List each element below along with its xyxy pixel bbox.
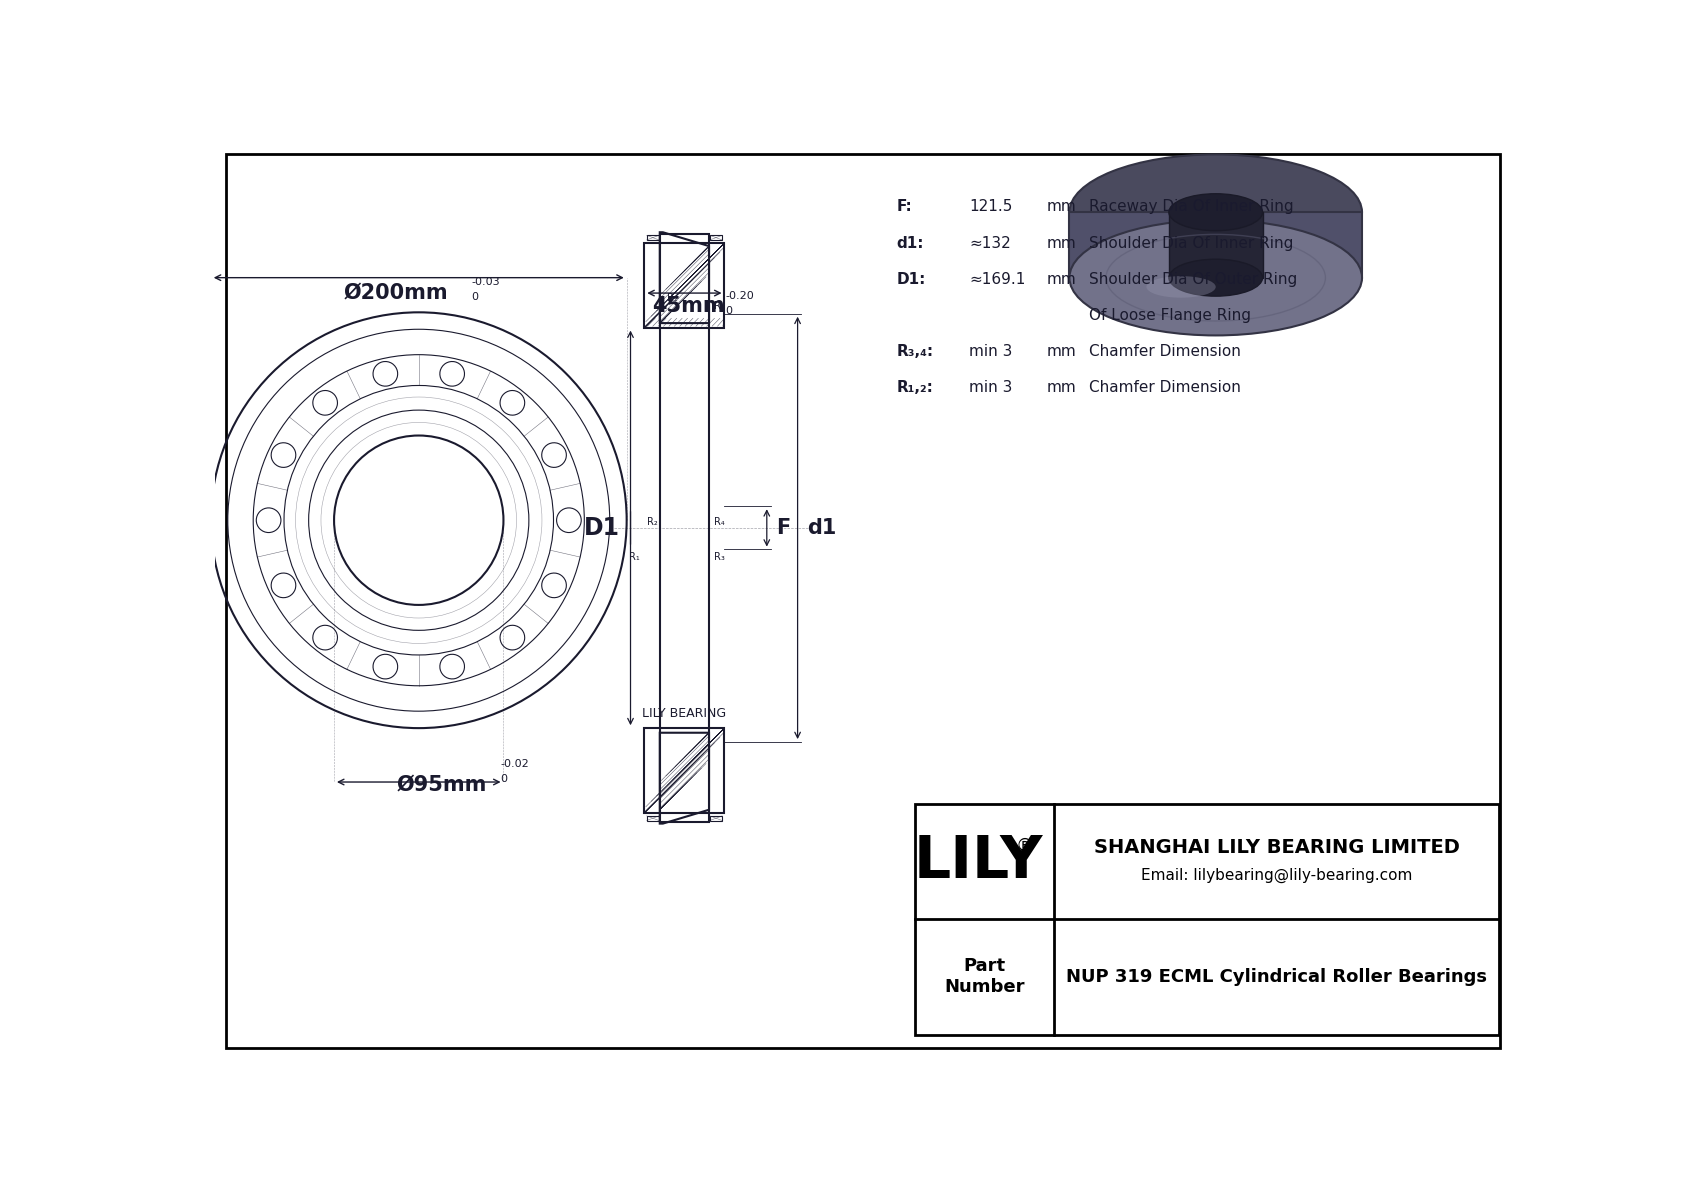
Text: R₂: R₂ — [647, 517, 658, 526]
Text: ®: ® — [1015, 837, 1034, 855]
Polygon shape — [1069, 212, 1362, 278]
Text: Email: lilybearing@lily-bearing.com: Email: lilybearing@lily-bearing.com — [1140, 867, 1413, 883]
Text: mm: mm — [1046, 236, 1076, 250]
Text: mm: mm — [1046, 380, 1076, 395]
Text: R₃: R₃ — [714, 553, 726, 562]
Text: LILY: LILY — [914, 833, 1042, 890]
Text: min 3: min 3 — [970, 380, 1012, 395]
Text: R₁: R₁ — [714, 301, 726, 311]
Text: R₁,₂:: R₁,₂: — [896, 380, 933, 395]
Text: LILY BEARING: LILY BEARING — [642, 706, 726, 719]
Text: R₂: R₂ — [667, 293, 679, 304]
Text: ≈132: ≈132 — [970, 236, 1010, 250]
Text: F: F — [776, 518, 790, 538]
Text: R₄: R₄ — [714, 517, 726, 526]
Ellipse shape — [1147, 276, 1216, 298]
Text: Raceway Dia Of Inner Ring: Raceway Dia Of Inner Ring — [1088, 199, 1293, 214]
Bar — [645, 728, 724, 812]
Text: d1: d1 — [807, 518, 837, 538]
Text: mm: mm — [1046, 344, 1076, 360]
Text: R₃,₄:: R₃,₄: — [896, 344, 933, 360]
Text: D1: D1 — [584, 516, 620, 540]
Text: Ø95mm: Ø95mm — [397, 774, 487, 794]
Bar — [647, 816, 658, 821]
Ellipse shape — [1169, 260, 1263, 297]
Text: -0.03: -0.03 — [472, 278, 500, 287]
Text: d1:: d1: — [896, 236, 923, 250]
Text: 0: 0 — [726, 306, 733, 316]
Text: mm: mm — [1046, 199, 1076, 214]
Text: Chamfer Dimension: Chamfer Dimension — [1088, 344, 1241, 360]
Text: 0: 0 — [500, 774, 507, 785]
Bar — [660, 233, 709, 822]
Bar — [711, 816, 722, 821]
Text: Part
Number: Part Number — [945, 958, 1026, 996]
Bar — [711, 236, 722, 239]
Text: 0: 0 — [472, 292, 478, 303]
Text: -0.20: -0.20 — [726, 291, 754, 301]
Text: F:: F: — [896, 199, 913, 214]
Bar — [645, 243, 724, 328]
Text: Chamfer Dimension: Chamfer Dimension — [1088, 380, 1241, 395]
Text: NUP 319 ECML Cylindrical Roller Bearings: NUP 319 ECML Cylindrical Roller Bearings — [1066, 968, 1487, 986]
Text: 45mm: 45mm — [652, 297, 724, 316]
Text: Shoulder Dia Of Outer Ring: Shoulder Dia Of Outer Ring — [1088, 272, 1297, 287]
Ellipse shape — [1169, 194, 1263, 231]
Text: mm: mm — [1046, 272, 1076, 287]
Text: Shoulder Dia Of Inner Ring: Shoulder Dia Of Inner Ring — [1088, 236, 1293, 250]
Text: 121.5: 121.5 — [970, 199, 1012, 214]
Ellipse shape — [1069, 155, 1362, 270]
Text: ≈169.1: ≈169.1 — [970, 272, 1026, 287]
Text: D1:: D1: — [896, 272, 926, 287]
Text: min 3: min 3 — [970, 344, 1012, 360]
Bar — [916, 804, 1499, 1035]
Text: R₁: R₁ — [630, 553, 640, 562]
Ellipse shape — [1069, 220, 1362, 336]
Text: SHANGHAI LILY BEARING LIMITED: SHANGHAI LILY BEARING LIMITED — [1093, 838, 1460, 858]
Text: Ø200mm: Ø200mm — [344, 282, 448, 303]
Bar — [647, 236, 658, 239]
Text: -0.02: -0.02 — [500, 759, 529, 769]
Text: Of Loose Flange Ring: Of Loose Flange Ring — [1088, 308, 1251, 323]
Polygon shape — [1169, 212, 1263, 278]
